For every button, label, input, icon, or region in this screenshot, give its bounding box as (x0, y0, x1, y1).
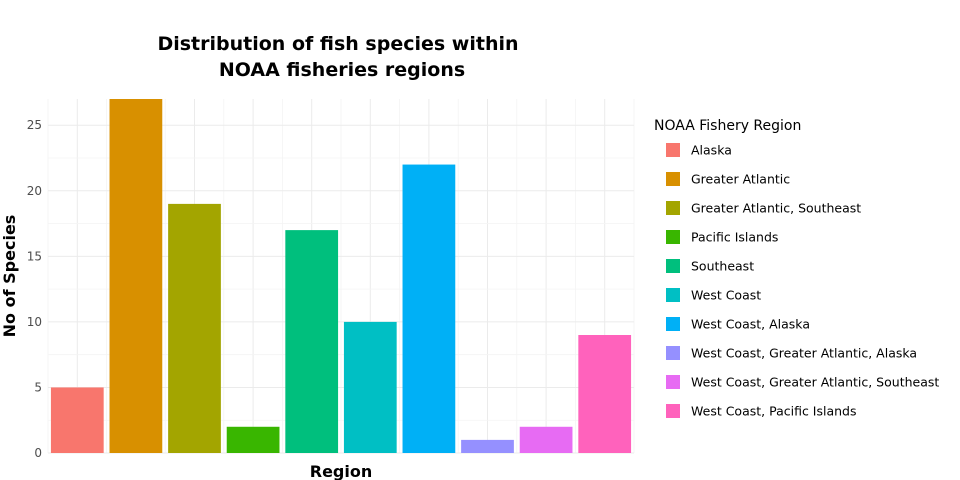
bar-pacific-islands (226, 426, 280, 453)
y-tick-label: 10 (27, 315, 42, 329)
bar-southeast (285, 230, 339, 453)
y-tick-label: 25 (27, 118, 42, 132)
chart-title-line-1: Distribution of fish species within (157, 33, 518, 55)
y-tick-label: 0 (34, 446, 42, 460)
legend-swatch (666, 346, 680, 360)
legend-swatch (666, 172, 680, 186)
bar-west-coast-pacific-islands (578, 335, 632, 453)
bar-west-coast-alaska (402, 164, 456, 454)
legend-swatch (666, 317, 680, 331)
x-axis-title: Region (310, 462, 373, 480)
legend-title: NOAA Fishery Region (654, 118, 801, 134)
legend-swatch (666, 288, 680, 302)
y-axis-ticks: 0 5 10 15 20 25 (27, 118, 42, 460)
legend-item-label: West Coast, Greater Atlantic, Alaska (691, 346, 917, 361)
bar-west-coast-greater-atlantic-southeast (519, 426, 573, 453)
bar-west-coast-greater-atlantic-alaska (461, 439, 514, 453)
legend-swatch (666, 375, 680, 389)
bar-alaska (50, 387, 104, 453)
legend-item-label: Greater Atlantic, Southeast (691, 201, 861, 216)
legend-swatch (666, 201, 680, 215)
legend-swatch (666, 404, 680, 418)
y-tick-label: 5 (34, 380, 42, 394)
legend-swatch (666, 143, 680, 157)
bar-west-coast (343, 321, 397, 453)
legend-item-label: Pacific Islands (691, 230, 778, 245)
legend-item-label: West Coast, Alaska (691, 317, 810, 332)
bars (50, 99, 632, 454)
legend-item-label: Alaska (691, 143, 732, 158)
legend-item-label: West Coast, Greater Atlantic, Southeast (691, 375, 939, 390)
legend-swatch (666, 230, 680, 244)
legend-item-label: Southeast (691, 259, 754, 274)
bar-greater-atlantic (109, 99, 163, 453)
y-tick-label: 20 (27, 184, 42, 198)
legend-swatch (666, 259, 680, 273)
legend-item-label: Greater Atlantic (691, 172, 790, 187)
legend: NOAA Fishery Region Alaska Greater Atlant… (654, 118, 939, 419)
chart-title-line-2: NOAA fisheries regions (219, 59, 465, 81)
y-axis-title: No of Species (0, 215, 19, 338)
legend-items: Alaska Greater Atlantic Greater Atlantic, … (666, 143, 939, 419)
legend-item-label: West Coast (691, 288, 761, 303)
bar-greater-atlantic-southeast (168, 203, 221, 453)
y-tick-label: 15 (27, 249, 42, 263)
legend-item-label: West Coast, Pacific Islands (691, 404, 857, 419)
